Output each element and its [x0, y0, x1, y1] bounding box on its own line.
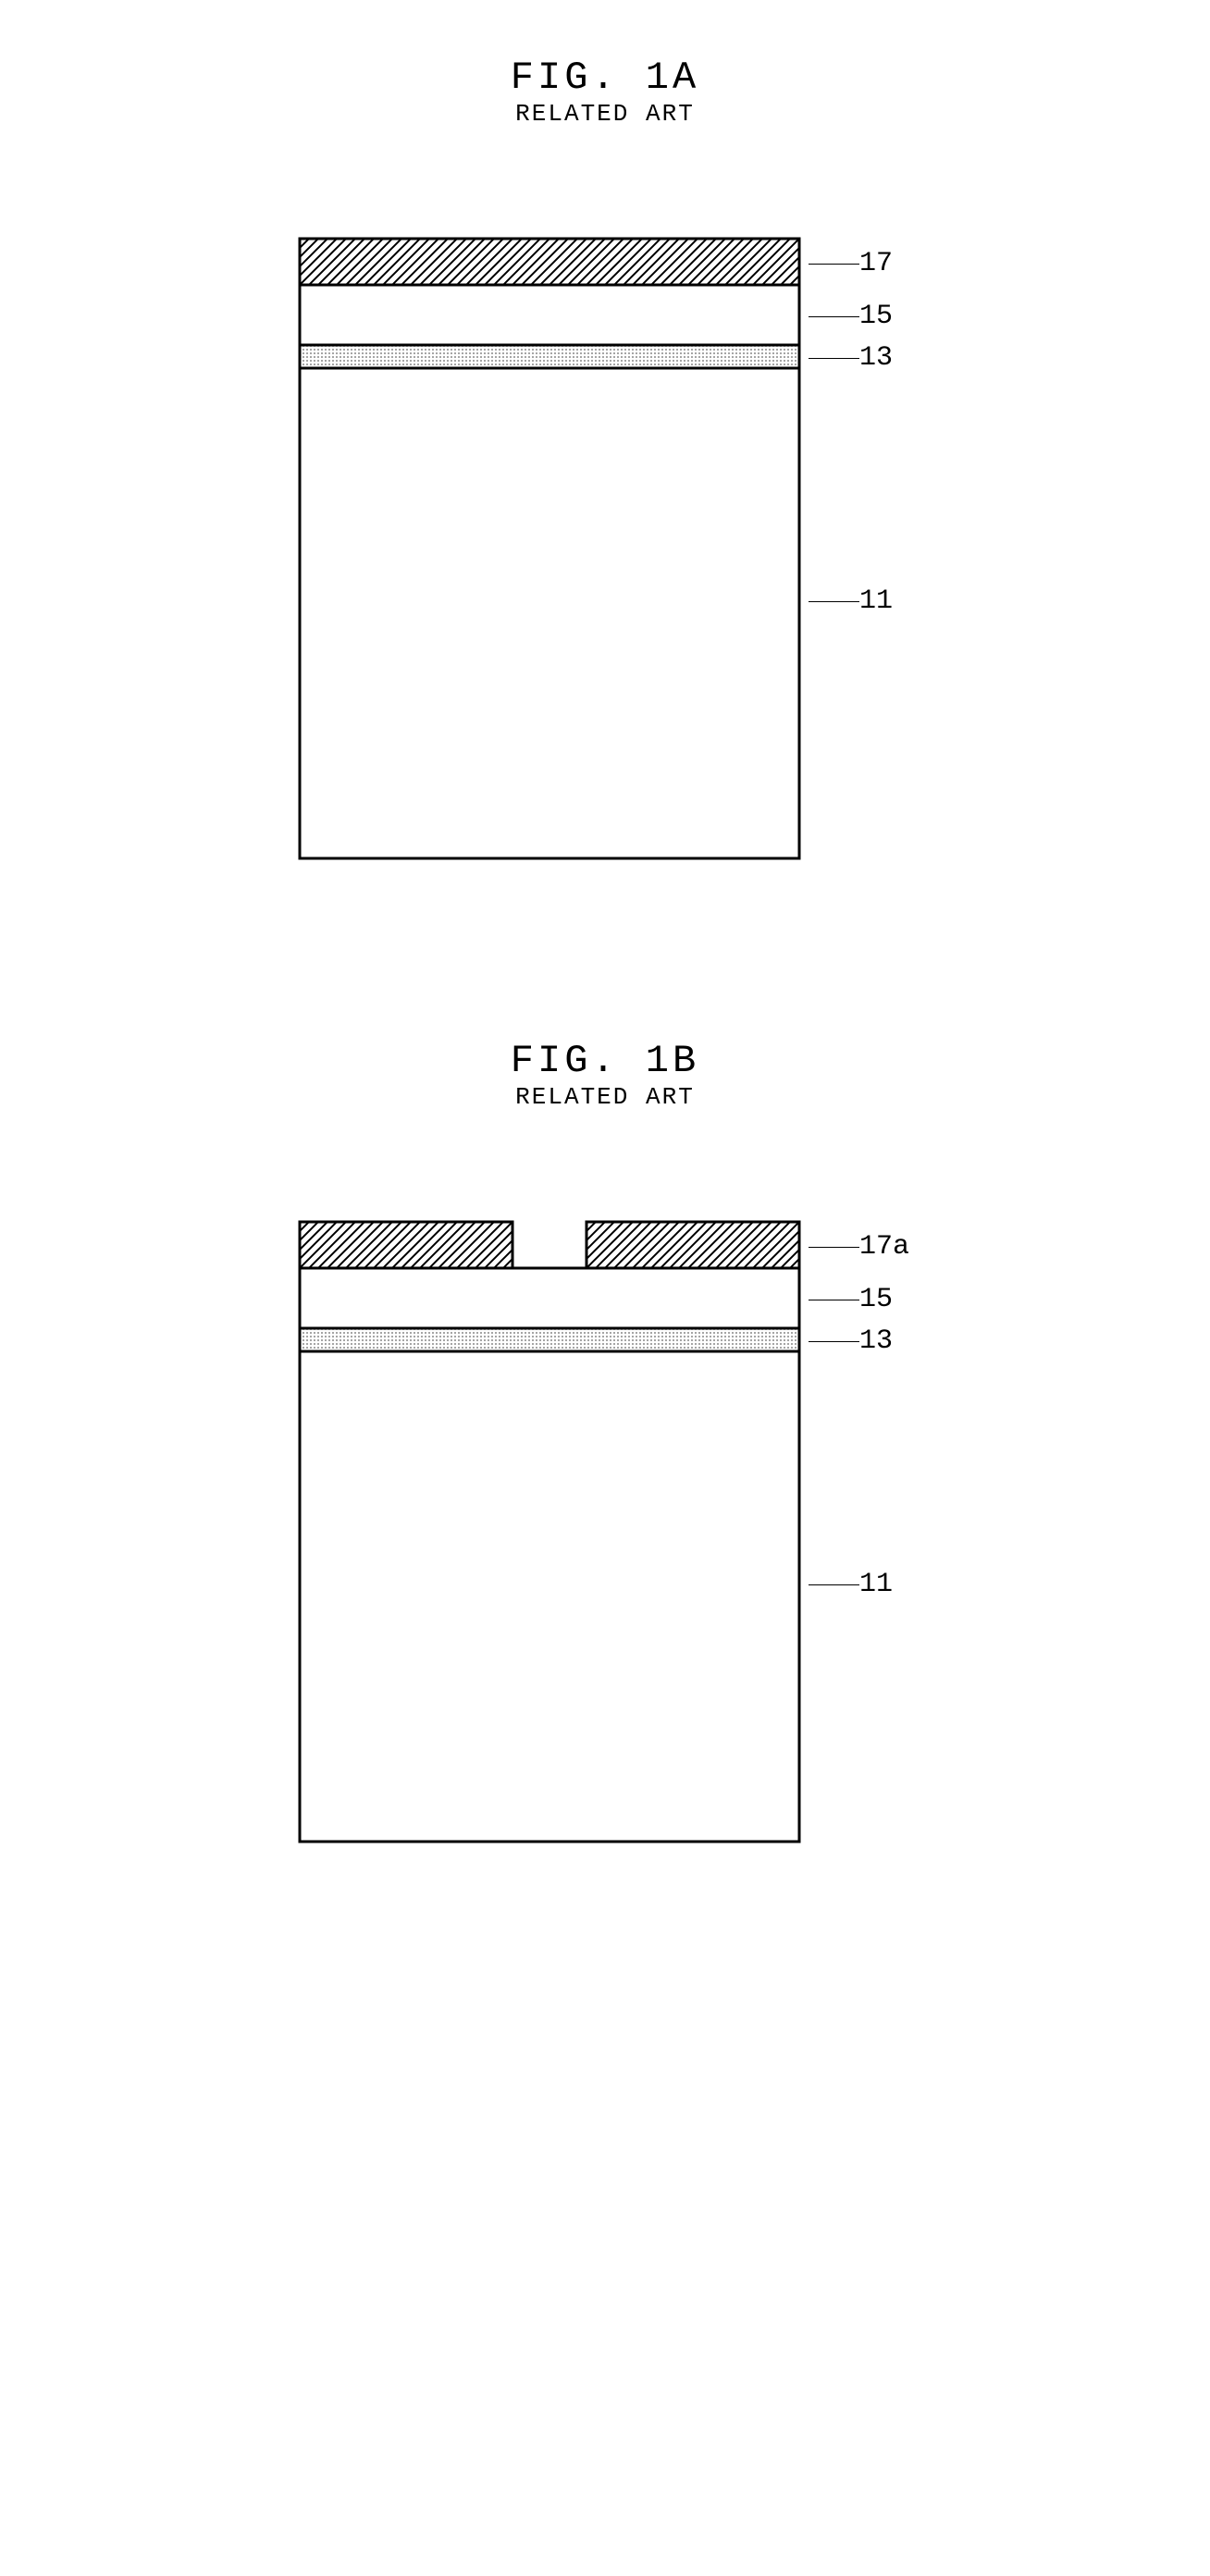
label-text: 17 — [859, 248, 893, 279]
layer-label: 11 — [809, 1569, 893, 1600]
lead-line — [809, 1341, 859, 1342]
figure-1a-labels: 17 15 13 11 — [809, 229, 920, 868]
figure-1b-section: FIG. 1B RELATED ART 17a 15 13 11 — [290, 1039, 920, 1855]
label-text: 11 — [859, 1569, 893, 1600]
figure-1a-subtitle: RELATED ART — [511, 100, 699, 128]
figure-1a-diagram — [290, 229, 809, 872]
label-text: 13 — [859, 342, 893, 374]
label-text: 13 — [859, 1325, 893, 1357]
lead-line — [809, 358, 859, 359]
lead-line — [809, 264, 859, 265]
figure-1b-labels: 17a 15 13 11 — [809, 1213, 920, 1851]
layer-label: 15 — [809, 301, 893, 332]
figure-1a-wrapper: 17 15 13 11 — [290, 229, 920, 872]
figure-1b-diagram — [290, 1213, 809, 1855]
figure-1b-svg — [290, 1213, 809, 1851]
figure-1b-title: FIG. 1B — [511, 1039, 699, 1083]
figure-1a-section: FIG. 1A RELATED ART 17 15 13 11 — [290, 55, 920, 872]
layer-label: 11 — [809, 585, 893, 617]
label-text: 17a — [859, 1231, 909, 1263]
label-text: 15 — [859, 1284, 893, 1315]
lead-line — [809, 601, 859, 602]
layer-label: 17 — [809, 248, 893, 279]
figure-1b-wrapper: 17a 15 13 11 — [290, 1213, 920, 1855]
label-text: 11 — [859, 585, 893, 617]
figure-1b-subtitle: RELATED ART — [511, 1083, 699, 1111]
figure-1a-title-block: FIG. 1A RELATED ART — [511, 55, 699, 128]
label-text: 15 — [859, 301, 893, 332]
figure-1a-svg — [290, 229, 809, 868]
lead-line — [809, 1247, 859, 1248]
page-container: FIG. 1A RELATED ART 17 15 13 11 FIG. 1B REL… — [0, 55, 1210, 2022]
layer-label: 13 — [809, 1325, 893, 1357]
figure-1b-title-block: FIG. 1B RELATED ART — [511, 1039, 699, 1111]
layer-label: 17a — [809, 1231, 909, 1263]
layer-label: 13 — [809, 342, 893, 374]
lead-line — [809, 1584, 859, 1585]
figure-1a-title: FIG. 1A — [511, 55, 699, 100]
layer-label: 15 — [809, 1284, 893, 1315]
lead-line — [809, 316, 859, 317]
